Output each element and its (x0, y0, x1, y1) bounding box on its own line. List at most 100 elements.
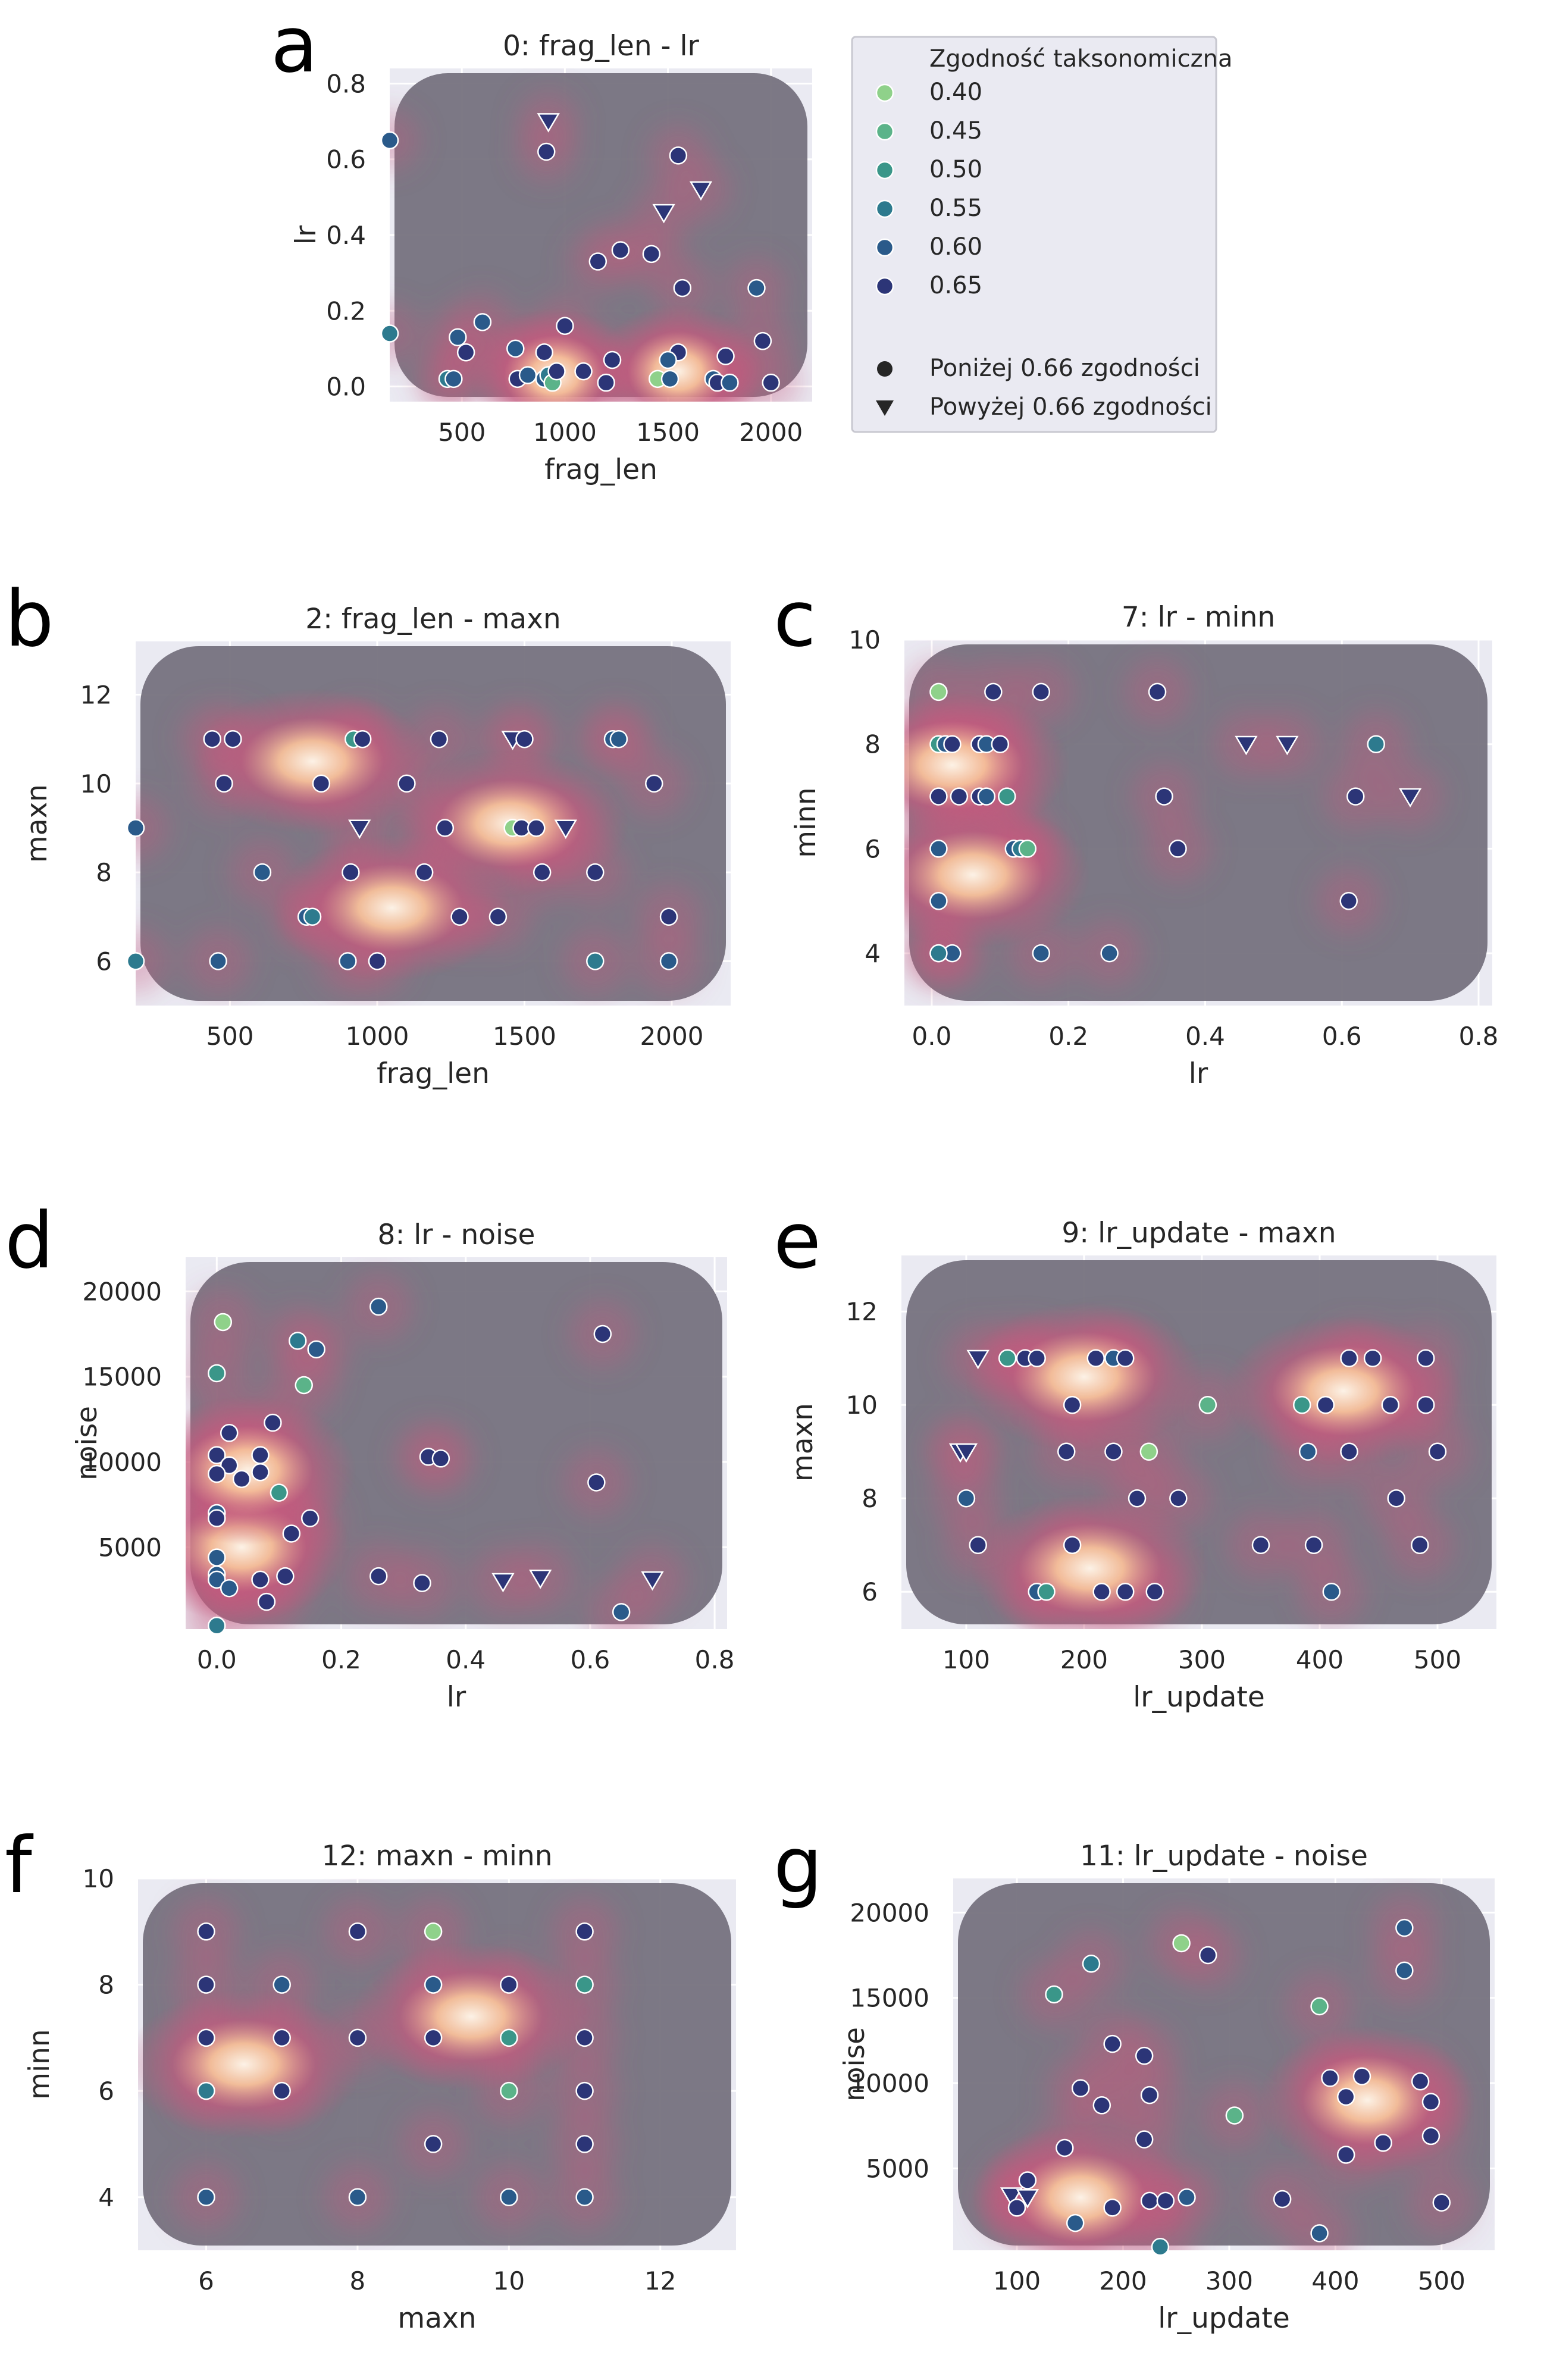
point-circle (1310, 1997, 1329, 2016)
point-circle (342, 863, 360, 882)
y-tick-label: 6 (862, 1577, 878, 1606)
legend-hue-marker (875, 83, 894, 102)
point-circle (950, 787, 969, 806)
point-circle (1293, 1395, 1311, 1414)
point-circle (575, 2188, 594, 2206)
point-circle (208, 1617, 226, 1635)
x-axis-label: lr_update (1158, 2302, 1289, 2335)
point-circle (1198, 1395, 1217, 1414)
x-tick-label: 0.4 (446, 1645, 486, 1674)
y-tick-label: 10 (846, 1391, 878, 1420)
point-circle (289, 1332, 307, 1350)
point-circle (1178, 2188, 1196, 2207)
point-circle (1135, 2046, 1154, 2065)
x-tick-label: 0.0 (197, 1645, 237, 1674)
point-circle (431, 1449, 450, 1468)
y-tick-label: 6 (98, 2077, 114, 2106)
point-circle (575, 2081, 594, 2100)
y-axis-label: maxn (787, 1403, 819, 1482)
point-triangle (1000, 2187, 1023, 2207)
x-axis-label: maxn (397, 2302, 476, 2335)
x-tick-label: 1000 (533, 418, 597, 447)
point-circle (574, 362, 593, 381)
x-tick-label: 300 (1205, 2266, 1253, 2296)
point-circle (587, 1473, 606, 1492)
point-circle (251, 1570, 270, 1589)
point-circle (1336, 2146, 1355, 2164)
point-circle (224, 729, 242, 749)
point-circle (1395, 1961, 1414, 1980)
point-circle (273, 2081, 291, 2100)
point-circle (1103, 2034, 1122, 2053)
panel-title: 2: frag_len - maxn (305, 603, 560, 635)
density-blob (390, 110, 420, 171)
point-circle (500, 2028, 518, 2047)
y-tick-label: 10000 (850, 2069, 929, 2098)
point-circle (1100, 944, 1119, 963)
point-circle (575, 1922, 594, 1941)
density-blob (136, 928, 169, 994)
point-circle (645, 774, 663, 793)
x-tick-label: 100 (993, 2266, 1041, 2296)
points (380, 113, 780, 392)
point-triangle (689, 181, 713, 201)
point-triangle (954, 1443, 978, 1463)
x-tick-label: 0.8 (1459, 1022, 1499, 1051)
legend-hue-label: 0.65 (929, 272, 982, 299)
density-hotspot (972, 2123, 1189, 2250)
point-circle (126, 952, 145, 970)
point-circle (593, 1324, 612, 1344)
point-circle (535, 343, 554, 362)
point-circle (380, 131, 399, 150)
point-circle (397, 774, 416, 793)
point-circle (1018, 2171, 1037, 2190)
point-circle (998, 1349, 1017, 1367)
point-circle (253, 863, 272, 882)
point-circle (556, 317, 574, 335)
point-circle (251, 1463, 270, 1482)
x-tick-label: 2000 (739, 418, 803, 447)
point-circle (1411, 2072, 1430, 2091)
point-circle (208, 1548, 226, 1567)
point-circle (1428, 1442, 1447, 1461)
density-hotspot (904, 801, 1091, 948)
point-circle (929, 840, 948, 858)
point-circle (424, 2135, 443, 2153)
legend-hue-label: 0.60 (929, 233, 982, 261)
point-circle (197, 2188, 215, 2206)
points (208, 1297, 664, 1635)
point-circle (1155, 787, 1173, 806)
points (1000, 1918, 1451, 2256)
x-tick-label: 400 (1311, 2266, 1359, 2296)
point-circle (547, 362, 566, 381)
point-circle (307, 1340, 325, 1359)
point-circle (537, 142, 556, 161)
y-tick-label: 8 (98, 1971, 114, 2000)
legend-hue-label: 0.45 (929, 117, 982, 145)
y-tick-label: 20000 (850, 1898, 929, 1927)
point-circle (1225, 2106, 1244, 2125)
point-circle (312, 774, 331, 793)
panel-letter-g: g (774, 1820, 823, 1911)
point-circle (1172, 1934, 1191, 1953)
panel-g: 11: lr_update - noise 100 200 300 400 500 5000… (838, 1840, 1495, 2335)
legend-hue-label: 0.50 (929, 156, 982, 183)
point-circle (500, 2188, 518, 2206)
point-circle (126, 819, 145, 837)
point-circle (368, 952, 387, 970)
legend-frame (851, 36, 1217, 433)
x-tick-label: 400 (1296, 1645, 1344, 1674)
density-layer (390, 73, 807, 402)
point-circle (609, 729, 628, 749)
x-axis-label: lr (447, 1681, 466, 1714)
y-axis-label: noise (71, 1406, 104, 1480)
point-circle (1066, 2213, 1085, 2232)
x-axis-label: lr (1189, 1057, 1208, 1090)
y-axis-label: lr (290, 225, 322, 245)
legend-hue-marker (875, 199, 894, 218)
point-circle (1421, 2127, 1440, 2146)
point-circle (611, 241, 630, 259)
point-circle (1340, 1442, 1358, 1461)
point-circle (273, 2028, 291, 2047)
panel-title: 7: lr - minn (1122, 601, 1275, 634)
